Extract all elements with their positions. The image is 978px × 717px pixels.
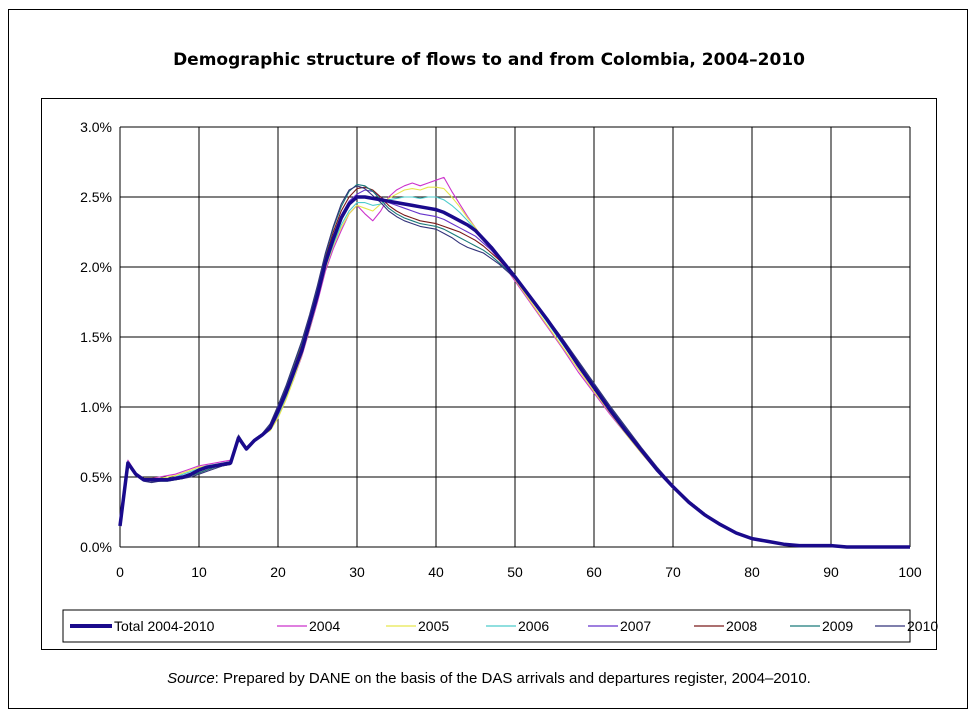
x-tick-label: 60 xyxy=(586,564,602,580)
x-tick-label: 70 xyxy=(665,564,681,580)
y-tick-label: 0.0% xyxy=(80,539,112,555)
y-tick-label: 1.0% xyxy=(80,399,112,415)
legend-label: Total 2004-2010 xyxy=(114,618,215,634)
y-tick-label: 2.5% xyxy=(80,189,112,205)
x-tick-label: 20 xyxy=(270,564,286,580)
x-tick-label: 90 xyxy=(823,564,839,580)
chart-area xyxy=(41,98,937,650)
x-tick-label: 50 xyxy=(507,564,523,580)
y-tick-label: 2.0% xyxy=(80,259,112,275)
y-tick-label: 3.0% xyxy=(80,119,112,135)
source-note: Source: Prepared by DANE on the basis of… xyxy=(0,670,978,687)
source-label: Source xyxy=(167,670,215,687)
x-tick-label: 80 xyxy=(744,564,760,580)
x-tick-label: 10 xyxy=(191,564,207,580)
x-tick-label: 0 xyxy=(116,564,124,580)
legend-label: 2006 xyxy=(518,618,549,634)
legend-label: 2005 xyxy=(418,618,449,634)
x-tick-label: 40 xyxy=(428,564,444,580)
legend-label: 2010 xyxy=(907,618,938,634)
x-tick-label: 30 xyxy=(349,564,365,580)
source-text: : Prepared by DANE on the basis of the D… xyxy=(214,670,811,687)
chart-title: Demographic structure of flows to and fr… xyxy=(173,50,805,70)
y-tick-label: 1.5% xyxy=(80,329,112,345)
x-tick-label: 100 xyxy=(898,564,922,580)
legend-label: 2008 xyxy=(726,618,757,634)
legend-label: 2009 xyxy=(822,618,853,634)
y-tick-label: 0.5% xyxy=(80,469,112,485)
series-line xyxy=(118,195,910,549)
legend-label: 2004 xyxy=(309,618,340,634)
legend-label: 2007 xyxy=(620,618,651,634)
